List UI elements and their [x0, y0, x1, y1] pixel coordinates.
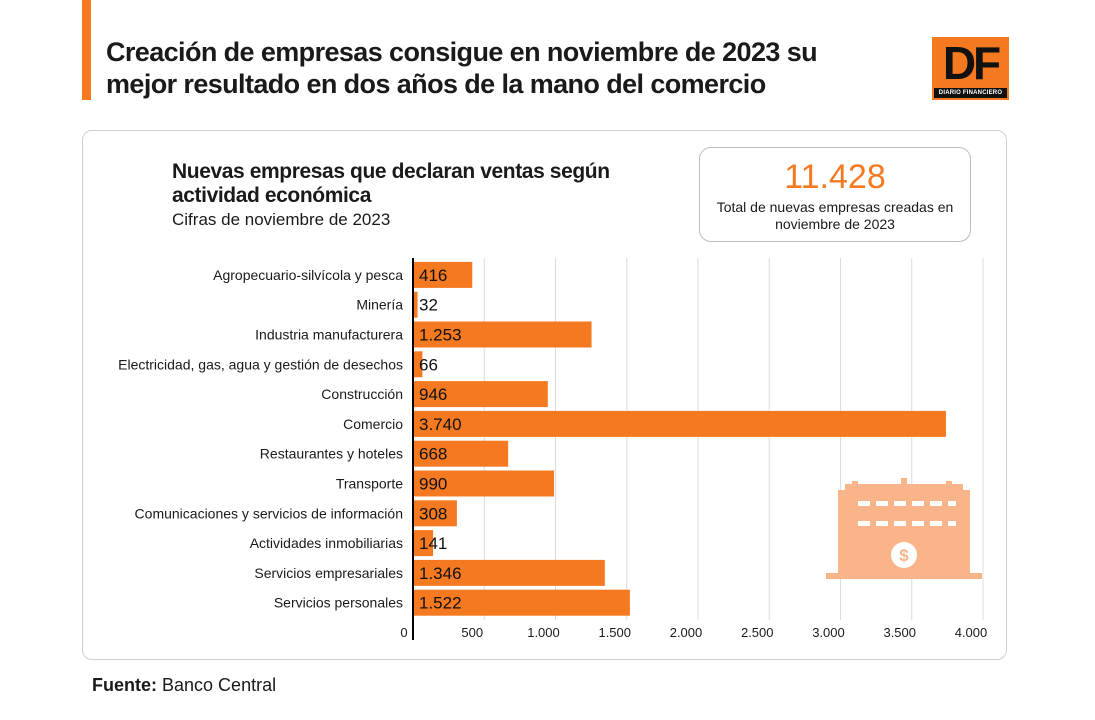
source-label: Fuente:	[92, 675, 157, 695]
category-label: Construcción	[321, 386, 403, 402]
x-tick-label: 500	[461, 625, 483, 640]
category-label: Comercio	[343, 416, 403, 432]
x-tick-label: 3.500	[883, 625, 916, 640]
category-label: Servicios personales	[274, 595, 403, 611]
bar-value-label: 1.346	[419, 564, 462, 583]
bar	[413, 440, 509, 467]
bar	[413, 500, 457, 527]
x-tick-label: 3.000	[812, 625, 845, 640]
source-value: Banco Central	[162, 675, 277, 695]
bar	[413, 559, 605, 586]
bar	[413, 470, 555, 497]
svg-text:$: $	[899, 546, 909, 565]
df-logo: DF DIARIO FINANCIERO	[932, 37, 1009, 100]
bar	[413, 261, 473, 288]
category-label: Servicios empresariales	[254, 565, 403, 581]
chart-title: Nuevas empresas que declaran ventas segú…	[172, 160, 610, 207]
category-label: Restaurantes y hoteles	[260, 446, 403, 462]
total-stat-box: 11.428 Total de nuevas empresas creadas …	[699, 147, 971, 242]
bar	[413, 530, 434, 557]
bar	[413, 589, 630, 616]
bar-value-label: 3.740	[419, 415, 462, 434]
category-label: Transporte	[336, 476, 403, 492]
x-tick-label: 0	[400, 625, 407, 640]
bar	[413, 410, 946, 437]
accent-bar	[82, 0, 91, 100]
category-label: Agropecuario-silvícola y pesca	[213, 267, 403, 283]
bar-value-label: 1.253	[419, 326, 462, 345]
bar-value-label: 32	[419, 296, 438, 315]
x-tick-label: 1.000	[527, 625, 560, 640]
bar	[413, 321, 592, 348]
bar	[413, 381, 548, 408]
bar-value-label: 990	[419, 475, 447, 494]
bar-value-label: 946	[419, 385, 447, 404]
bar	[413, 291, 418, 318]
logo-subtext: DIARIO FINANCIERO	[934, 88, 1007, 98]
category-label: Industria manufacturera	[255, 327, 403, 343]
total-stat-value: 11.428	[784, 158, 886, 196]
bars-layer	[413, 261, 946, 616]
bar-value-label: 141	[419, 534, 447, 553]
headline: Creación de empresas consigue en noviemb…	[106, 37, 818, 99]
bar-value-label: 308	[419, 504, 447, 523]
category-label: Minería	[356, 297, 403, 313]
bar-value-label: 416	[419, 266, 447, 285]
x-tick-label: 2.500	[741, 625, 774, 640]
category-label: Actividades inmobiliarias	[250, 535, 403, 551]
total-stat-label: Total de nuevas empresas creadas en novi…	[716, 199, 954, 232]
logo-text: DF	[942, 37, 1001, 89]
grid-layer: 0 500 1.000 1.500 2.000 2.500 3.000 3.500 4.000	[400, 258, 987, 640]
chart-subtitle: Cifras de noviembre de 2023	[172, 210, 391, 229]
bar	[413, 351, 423, 378]
x-tick-label: 2.000	[670, 625, 703, 640]
building-with-dollar-icon: $	[826, 478, 982, 579]
bar-value-label: 668	[419, 445, 447, 464]
labels-layer: 416 Agropecuario-silvícola y pesca 32 Miner…	[118, 266, 461, 613]
bar-value-label: 66	[419, 355, 438, 374]
category-label: Electricidad, gas, agua y gestión de des…	[118, 356, 403, 372]
bar-value-label: 1.522	[419, 594, 462, 613]
x-tick-label: 4.000	[955, 625, 988, 640]
category-label: Comunicaciones y servicios de informació…	[135, 505, 403, 521]
x-tick-label: 1.500	[598, 625, 631, 640]
source-note: Fuente: Banco Central	[92, 675, 276, 696]
